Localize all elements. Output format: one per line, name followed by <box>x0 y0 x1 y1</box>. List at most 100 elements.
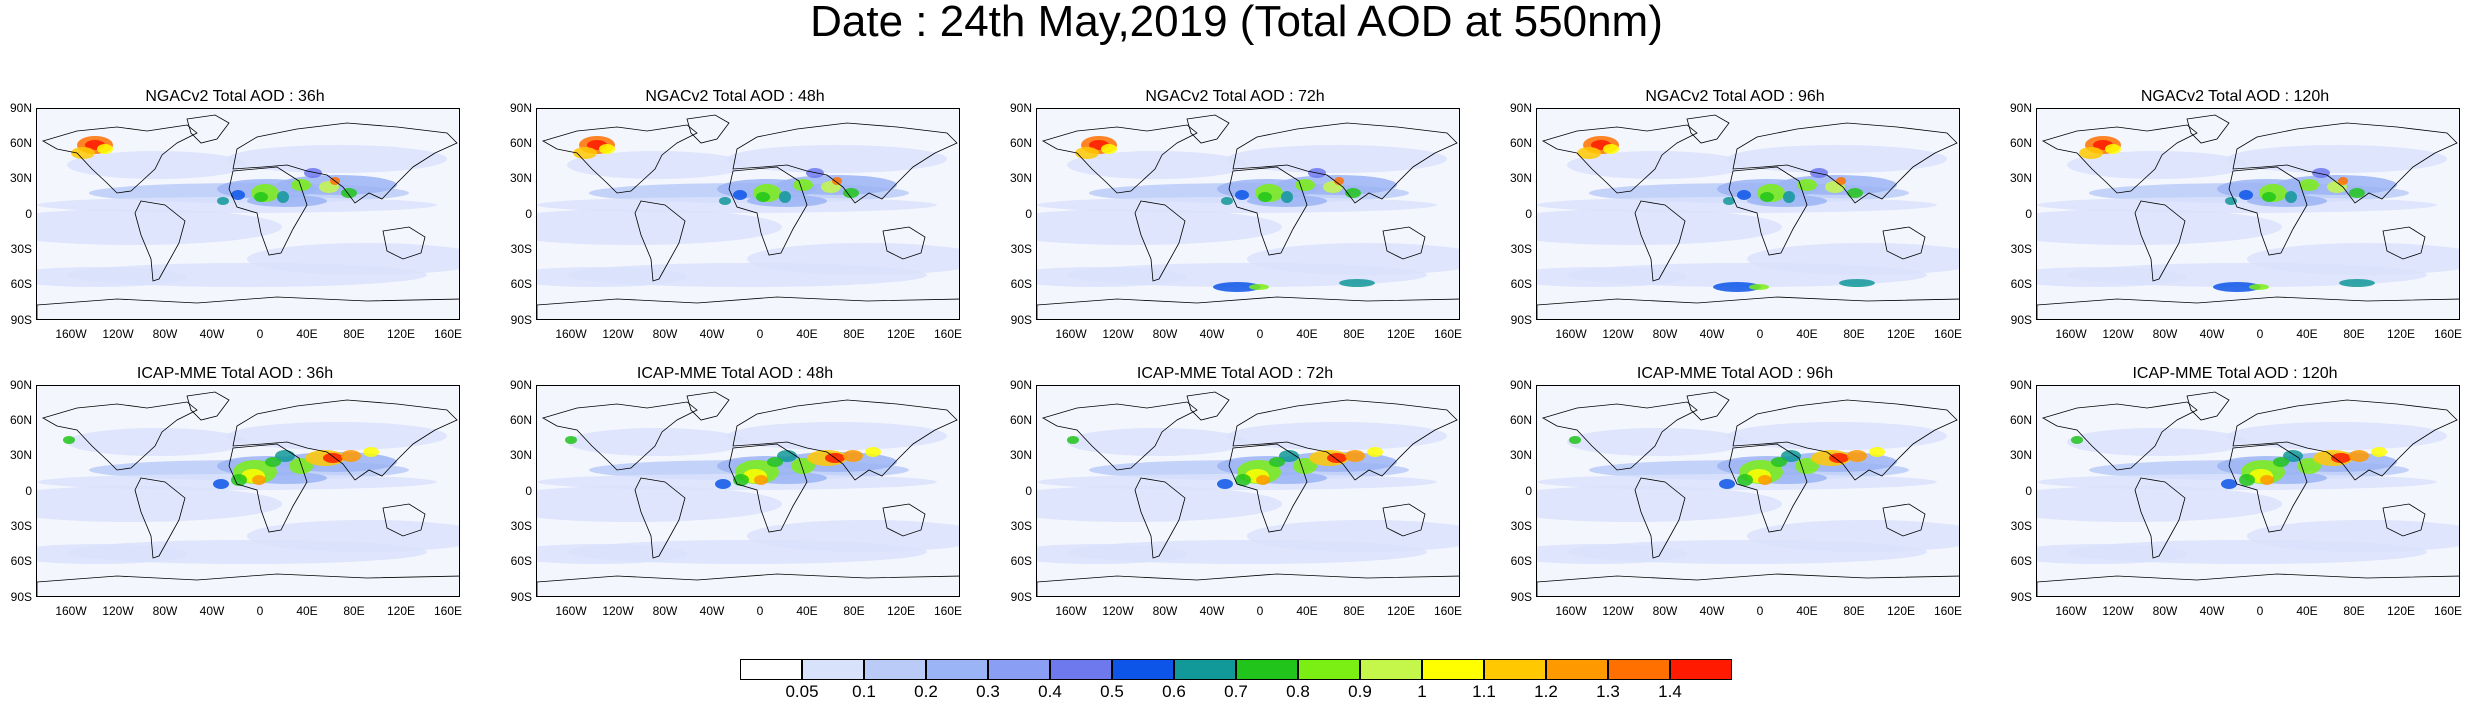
lon-tick-label: 0 <box>1756 604 1764 618</box>
lat-tick-label: 60N <box>509 413 532 427</box>
coastline-australia <box>882 226 926 260</box>
lat-tick-label: 30S <box>1510 242 1532 256</box>
panel-title: NGACv2 Total AOD : 120h <box>2140 88 2330 105</box>
map-frame <box>36 385 460 597</box>
aod-plume <box>2037 486 2282 522</box>
aod-plume <box>565 436 577 444</box>
aod-plume <box>1075 147 1099 159</box>
aod-plume <box>1737 474 1753 486</box>
lat-tick-label: 90S <box>1010 313 1032 327</box>
colorbar-swatch <box>988 659 1050 680</box>
coastline-greenland <box>1686 114 1730 144</box>
colorbar-swatch <box>1546 659 1608 680</box>
lat-tick-label: 30N <box>9 171 32 185</box>
lat-tick-label: 0 <box>1025 484 1032 498</box>
lat-tick-label: 90S <box>2010 313 2032 327</box>
colorbar-tick-label: 0.4 <box>1038 682 1062 701</box>
coastline-africa <box>1228 166 1308 256</box>
coastline-antarctica <box>37 296 459 319</box>
lon-tick-label: 40E <box>1796 604 1818 618</box>
coastline-australia <box>2382 503 2426 537</box>
coastline-antarctica <box>1537 296 1959 319</box>
lat-tick-label: 30N <box>1009 171 1032 185</box>
lon-tick-label: 160E <box>1433 327 1463 341</box>
lon-tick-label: 40W <box>1699 604 1725 618</box>
aod-map <box>37 386 459 596</box>
aod-plume <box>1836 177 1846 185</box>
aod-plume <box>2227 422 2447 450</box>
lat-tick-label: 90S <box>510 313 532 327</box>
aod-plume <box>2225 197 2237 205</box>
aod-plume <box>37 209 282 245</box>
coastline-south-america <box>634 200 686 282</box>
coastline-south-america <box>2134 200 2186 282</box>
coastline-australia <box>382 503 426 537</box>
lat-tick-label: 30N <box>1509 448 1532 462</box>
aod-plume <box>275 450 295 462</box>
colorbar-swatch <box>1422 659 1484 680</box>
lon-tick-label: 0 <box>256 327 264 341</box>
lat-tick-label: 90N <box>1009 101 1032 115</box>
colorbar-swatch <box>926 659 988 680</box>
lon-tick-label: 120E <box>886 604 916 618</box>
lat-tick-label: 30N <box>2009 171 2032 185</box>
lon-tick-label: 160E <box>2433 327 2463 341</box>
lon-tick-label: 80E <box>2343 327 2365 341</box>
aod-plume <box>1758 475 1772 485</box>
lat-tick-label: 90S <box>510 590 532 604</box>
lon-tick-label: 120E <box>386 604 416 618</box>
aod-plume <box>1067 436 1079 444</box>
colorbar-swatch <box>1298 659 1360 680</box>
lat-tick-label: 30N <box>509 448 532 462</box>
aod-plume <box>1269 457 1285 467</box>
aod-plume <box>291 179 311 191</box>
aod-plume <box>2371 447 2387 457</box>
aod-plume <box>37 486 282 522</box>
aod-plume <box>2331 453 2351 463</box>
lon-tick-label: 80E <box>343 327 365 341</box>
colorbar-swatch <box>1112 659 1174 680</box>
map-panel-5: NGACv2 Total AOD : 120h 90N 60N 30N 0 30S 60S 9… <box>2000 88 2470 348</box>
lat-tick-label: 60N <box>1509 413 1532 427</box>
lat-tick-label: 30S <box>510 242 532 256</box>
lon-tick-label: 160W <box>2055 604 2087 618</box>
aod-plume <box>2349 188 2365 198</box>
coastline-south-america <box>2134 477 2186 559</box>
aod-plume <box>1279 450 1299 462</box>
lon-tick-label: 0 <box>1256 327 1264 341</box>
lon-tick-label: 40W <box>199 327 225 341</box>
lon-tick-label: 120W <box>1602 604 1634 618</box>
aod-plume <box>1217 479 1233 489</box>
coastline-south-america <box>1634 200 1686 282</box>
lat-tick-label: 0 <box>1525 484 1532 498</box>
aod-plume <box>1227 145 1447 173</box>
colorbar-tick-label: 0.3 <box>976 682 1000 701</box>
aod-plume <box>754 475 768 485</box>
lon-tick-label: 160E <box>433 604 463 618</box>
coastline-antarctica <box>37 573 459 596</box>
lon-tick-label: 80W <box>1652 327 1678 341</box>
aod-plume <box>1537 544 1687 564</box>
aod-plume <box>1339 279 1375 287</box>
lat-tick-label: 30S <box>1510 519 1532 533</box>
coastline-north-america <box>1041 124 1198 194</box>
lat-tick-label: 90N <box>2009 378 2032 392</box>
aod-plume <box>1235 474 1251 486</box>
colorbar-swatch <box>1484 659 1546 680</box>
lon-tick-label: 40E <box>2296 327 2318 341</box>
aod-plume <box>1295 179 1315 191</box>
aod-plume <box>1537 267 1687 287</box>
coastline-north-america <box>2041 124 2198 194</box>
lat-tick-label: 0 <box>2025 484 2032 498</box>
lat-tick-label: 30N <box>2009 448 2032 462</box>
lon-tick-label: 80W <box>152 327 178 341</box>
coastline-eurasia <box>2232 399 2458 481</box>
aod-map <box>1537 109 1959 319</box>
aod-plume <box>2037 267 2187 287</box>
coastline-north-america <box>2041 401 2198 471</box>
aod-plume <box>1101 144 1117 154</box>
aod-plume <box>1569 436 1581 444</box>
coastline-antarctica <box>537 296 959 319</box>
coastline-australia <box>882 503 926 537</box>
panel-title: NGACv2 Total AOD : 48h <box>645 88 825 105</box>
